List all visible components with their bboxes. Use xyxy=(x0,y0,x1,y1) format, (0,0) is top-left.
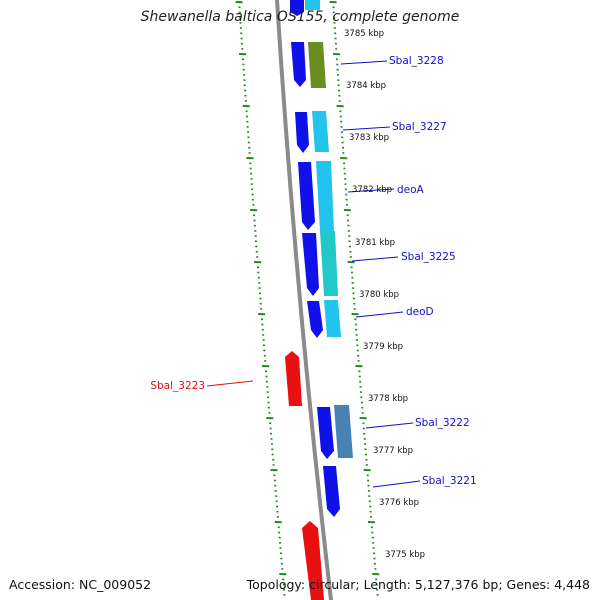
gene-label-sbal-3222[interactable]: Sbal_3222 xyxy=(415,417,470,429)
kbp-labels: 3785 kbp 3784 kbp 3783 kbp 3782 kbp 3781… xyxy=(344,29,425,560)
accession-text: Accession: NC_009052 xyxy=(9,577,152,592)
kbp-label: 3782 kbp xyxy=(352,185,392,195)
cds-forward-8[interactable] xyxy=(323,466,340,517)
cds-cyan-1[interactable] xyxy=(305,0,320,10)
kbp-label: 3781 kbp xyxy=(355,238,395,248)
gene-label-sbal-3225[interactable]: Sbal_3225 xyxy=(401,251,456,263)
gene-labels: Sbal_3228 Sbal_3227 deoA Sbal_3225 deoD … xyxy=(150,55,476,487)
kbp-label: 3783 kbp xyxy=(349,133,389,143)
cds-forward-2[interactable] xyxy=(291,42,306,87)
kbp-label: 3780 kbp xyxy=(359,290,399,300)
cds-forward-4[interactable] xyxy=(298,162,315,230)
gene-label-sbal-3227[interactable]: Sbal_3227 xyxy=(392,121,447,133)
kbp-label: 3785 kbp xyxy=(344,29,384,39)
kbp-label: 3776 kbp xyxy=(379,498,419,508)
cds-cyan-3[interactable] xyxy=(316,161,334,231)
kbp-label: 3775 kbp xyxy=(385,550,425,560)
kbp-label: 3784 kbp xyxy=(346,81,386,91)
kbp-label: 3779 kbp xyxy=(363,342,403,352)
genome-backbone xyxy=(275,0,333,600)
cds-cyan-2[interactable] xyxy=(312,111,329,152)
outer-tick-ring xyxy=(329,1,380,596)
kbp-label: 3778 kbp xyxy=(368,394,408,404)
gene-label-sbal-3228[interactable]: Sbal_3228 xyxy=(389,55,444,67)
forward-strand-genes-2 xyxy=(305,0,353,458)
cds-forward-7[interactable] xyxy=(317,407,334,459)
cds-steelblue[interactable] xyxy=(334,405,353,458)
cds-reverse-1[interactable] xyxy=(285,351,302,406)
forward-strand-genes xyxy=(290,0,340,517)
cds-olive[interactable] xyxy=(308,42,326,88)
gene-label-sbal-3223[interactable]: Sbal_3223 xyxy=(150,380,205,392)
cds-cyan-4[interactable] xyxy=(324,300,341,337)
reverse-strand-genes xyxy=(285,351,324,600)
gene-label-deod[interactable]: deoD xyxy=(406,306,434,318)
genome-title: Shewanella baltica OS155, complete genom… xyxy=(140,9,460,25)
gene-label-sbal-3221[interactable]: Sbal_3221 xyxy=(422,475,477,487)
inner-tick-ring xyxy=(235,1,287,596)
topology-text: Topology: circular; Length: 5,127,376 bp… xyxy=(246,577,590,592)
cds-forward-6[interactable] xyxy=(307,301,323,338)
cds-forward-3[interactable] xyxy=(295,112,309,153)
gene-label-deoa[interactable]: deoA xyxy=(397,184,425,196)
cds-forward-1[interactable] xyxy=(290,0,304,16)
kbp-label: 3777 kbp xyxy=(373,446,413,456)
cds-reverse-2[interactable] xyxy=(302,521,324,600)
cds-forward-5[interactable] xyxy=(302,233,319,296)
cds-teal[interactable] xyxy=(320,231,338,296)
label-leaders xyxy=(206,60,421,488)
